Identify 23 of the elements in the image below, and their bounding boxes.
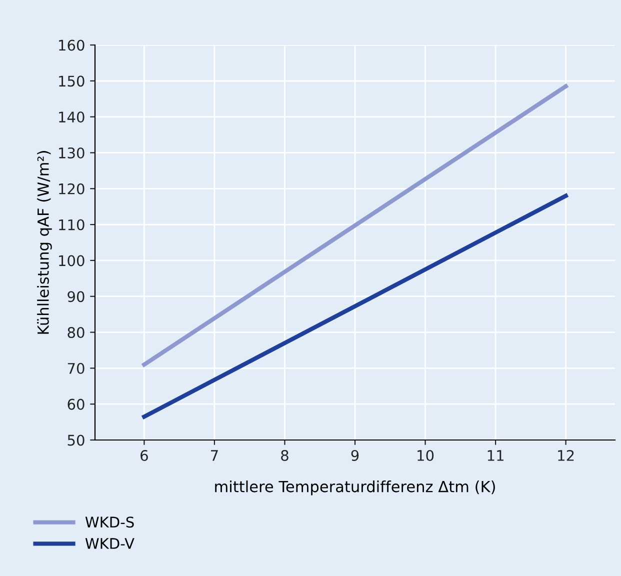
y-tick-label: 50 [68, 434, 84, 446]
y-tick-label: 70 [68, 362, 84, 374]
y-tick-label: 150 [59, 76, 84, 87]
y-axis-title: Kühlleistung qAF (W/m²) [37, 151, 52, 334]
y-tick-label: 130 [59, 147, 84, 158]
x-tick-label: 8 [281, 450, 288, 462]
y-tick-label: 160 [59, 40, 84, 51]
x-tick-label: 10 [418, 450, 434, 462]
x-axis-title: mittlere Temperaturdifferenz Δtm (K) [215, 480, 495, 496]
y-tick-label: 60 [68, 398, 84, 410]
legend-label: WKD-V [85, 538, 134, 549]
legend-label: WKD-S [85, 516, 134, 528]
y-tick-label: 90 [68, 291, 84, 302]
y-tick-label: 140 [59, 112, 84, 123]
x-tick-label: 11 [488, 450, 504, 461]
x-tick-label: 6 [140, 450, 148, 462]
y-tick-label: 120 [59, 183, 84, 194]
y-tick-label: 110 [59, 219, 84, 230]
x-tick-label: 12 [558, 450, 574, 461]
x-tick-label: 9 [351, 450, 359, 462]
x-tick-label: 7 [211, 450, 218, 461]
y-tick-label: 80 [68, 326, 84, 338]
y-tick-label: 100 [59, 255, 84, 266]
